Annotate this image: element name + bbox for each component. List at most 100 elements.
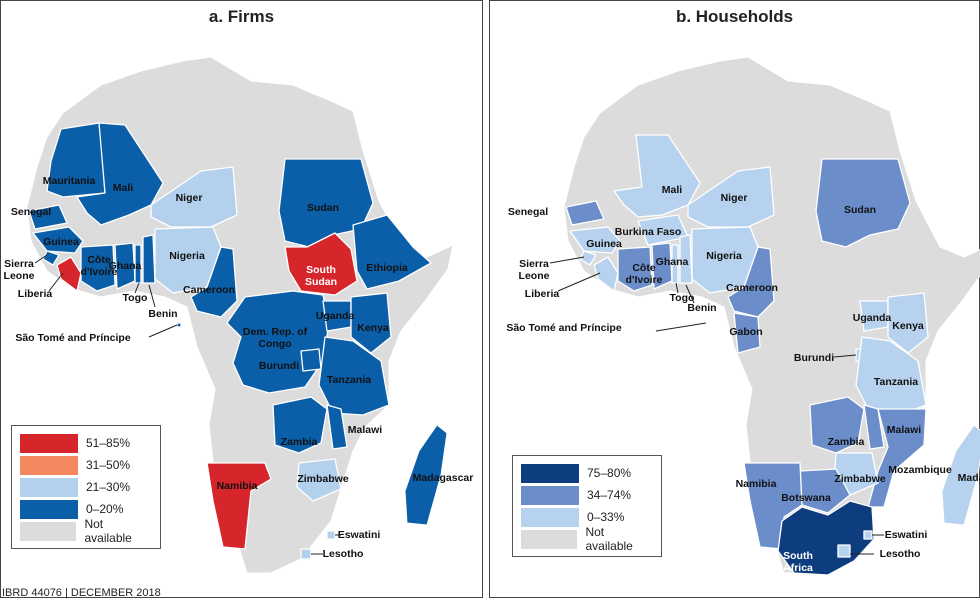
label-burkina: Burkina Faso <box>615 226 682 238</box>
country-mali <box>613 134 701 218</box>
label-gabon: Gabon <box>729 326 762 338</box>
country-kenya <box>887 292 929 354</box>
label-senegal: Senegal <box>508 206 548 218</box>
legend-firms: 51–85% 31–50% 21–30% 0–20% Not available <box>11 425 161 549</box>
label-namibia: Namibia <box>217 480 258 492</box>
label-niger: Niger <box>721 192 748 204</box>
country-guinea <box>569 226 621 254</box>
country-mozambique <box>867 408 927 508</box>
country-niger <box>150 166 238 228</box>
label-tanzania: Tanzania <box>874 376 918 388</box>
legend-item-firms-1: 31–50% <box>20 454 152 476</box>
leader-stp <box>655 322 707 332</box>
legend-households: 75–80% 34–74% 0–33% Not available <box>512 455 662 557</box>
legend-item-firms-0: 51–85% <box>20 432 152 454</box>
country-cote-divoire <box>80 244 116 292</box>
leader-liberia <box>48 272 64 292</box>
legend-item-households-2: 0–33% <box>521 506 653 528</box>
country-niger <box>687 166 775 228</box>
country-senegal <box>28 204 68 230</box>
legend-label: 34–74% <box>587 488 632 502</box>
country-malawi <box>326 404 348 450</box>
country-togo <box>134 244 142 284</box>
label-uganda: Uganda <box>316 310 355 322</box>
map-firms: Mauritania Mali Senegal Guinea Sierra Leone Li… <box>4 56 474 574</box>
country-burundi <box>300 348 322 372</box>
label-sierra-leone: Sierra Leone <box>519 258 550 282</box>
label-namibia: Namibia <box>736 478 777 490</box>
label-sudan: Sudan <box>844 204 876 216</box>
label-ghana: Ghana <box>109 260 142 272</box>
label-benin: Benin <box>687 302 716 314</box>
label-liberia: Liberia <box>525 288 560 300</box>
legend-label: 51–85% <box>86 436 131 450</box>
legend-item-households-1: 34–74% <box>521 484 653 506</box>
country-tanzania <box>318 336 390 416</box>
country-lesotho <box>837 544 851 558</box>
label-niger: Niger <box>176 192 203 204</box>
label-tanzania: Tanzania <box>327 374 371 386</box>
legend-label: 21–30% <box>86 480 131 494</box>
label-malawi: Malawi <box>887 424 922 436</box>
legend-swatch <box>521 507 579 527</box>
country-eswatini <box>326 530 336 540</box>
label-drc: Dem. Rep. of Congo <box>243 326 308 350</box>
label-mali: Mali <box>113 182 134 194</box>
label-guinea: Guinea <box>43 236 79 248</box>
label-burundi: Burundi <box>794 352 834 364</box>
legend-swatch <box>20 433 78 453</box>
label-cote: Côte d'Ivoire <box>81 254 118 278</box>
country-sao-tome <box>176 322 182 328</box>
label-nigeria: Nigeria <box>169 250 205 262</box>
country-guinea <box>32 226 84 254</box>
label-liberia: Liberia <box>18 288 53 300</box>
country-madagascar <box>404 424 448 526</box>
leader-benin <box>685 284 695 304</box>
legend-item-firms-3: 0–20% <box>20 498 152 520</box>
label-burundi: Burundi <box>259 360 299 372</box>
legend-label: 31–50% <box>86 458 131 472</box>
label-cote: Côte d'Ivoire <box>626 262 663 286</box>
label-mauritania: Mauritania <box>43 175 96 187</box>
label-eswatini: Eswatini <box>338 529 381 541</box>
label-botswana: Botswana <box>781 492 831 504</box>
country-senegal <box>565 200 605 226</box>
country-benin <box>679 234 693 284</box>
legend-item-households-0: 75–80% <box>521 462 653 484</box>
label-senegal: Senegal <box>11 206 51 218</box>
legend-swatch <box>20 477 78 497</box>
label-south-sudan: South Sudan <box>305 264 337 288</box>
label-malawi: Malawi <box>348 424 383 436</box>
panel-households: Senegal Mali Niger Burkina Faso Guinea Sierra… <box>489 0 980 598</box>
label-nigeria: Nigeria <box>706 250 742 262</box>
label-eswatini: Eswatini <box>885 529 928 541</box>
label-sierra-leone: Sierra Leone <box>4 258 35 282</box>
panel-title-firms: a. Firms <box>208 7 275 26</box>
legend-swatch <box>521 529 578 549</box>
country-benin <box>142 234 156 284</box>
country-cameroon <box>727 246 775 318</box>
label-zambia: Zambia <box>281 436 318 448</box>
label-zambia: Zambia <box>828 436 865 448</box>
legend-label: 0–20% <box>86 502 124 516</box>
label-benin: Benin <box>148 308 177 320</box>
label-madagascar: Madagascar <box>413 472 474 484</box>
label-togo: Togo <box>670 292 695 304</box>
legend-label: Not available <box>84 517 132 545</box>
legend-label: Not available <box>585 525 633 553</box>
leader-benin <box>148 284 156 308</box>
legend-swatch <box>521 485 579 505</box>
country-liberia <box>593 256 619 292</box>
label-lesotho: Lesotho <box>880 548 921 560</box>
label-uganda: Uganda <box>853 312 892 324</box>
leader-togo <box>134 282 140 294</box>
label-lesotho: Lesotho <box>323 548 364 560</box>
leader-stp <box>148 324 178 338</box>
country-zambia <box>272 396 328 454</box>
country-kenya <box>350 292 392 354</box>
label-stp: São Tomé and Príncipe <box>506 322 621 334</box>
leader-sierra-leone <box>34 254 48 264</box>
label-stp: São Tomé and Príncipe <box>15 332 130 344</box>
label-kenya: Kenya <box>892 320 924 332</box>
